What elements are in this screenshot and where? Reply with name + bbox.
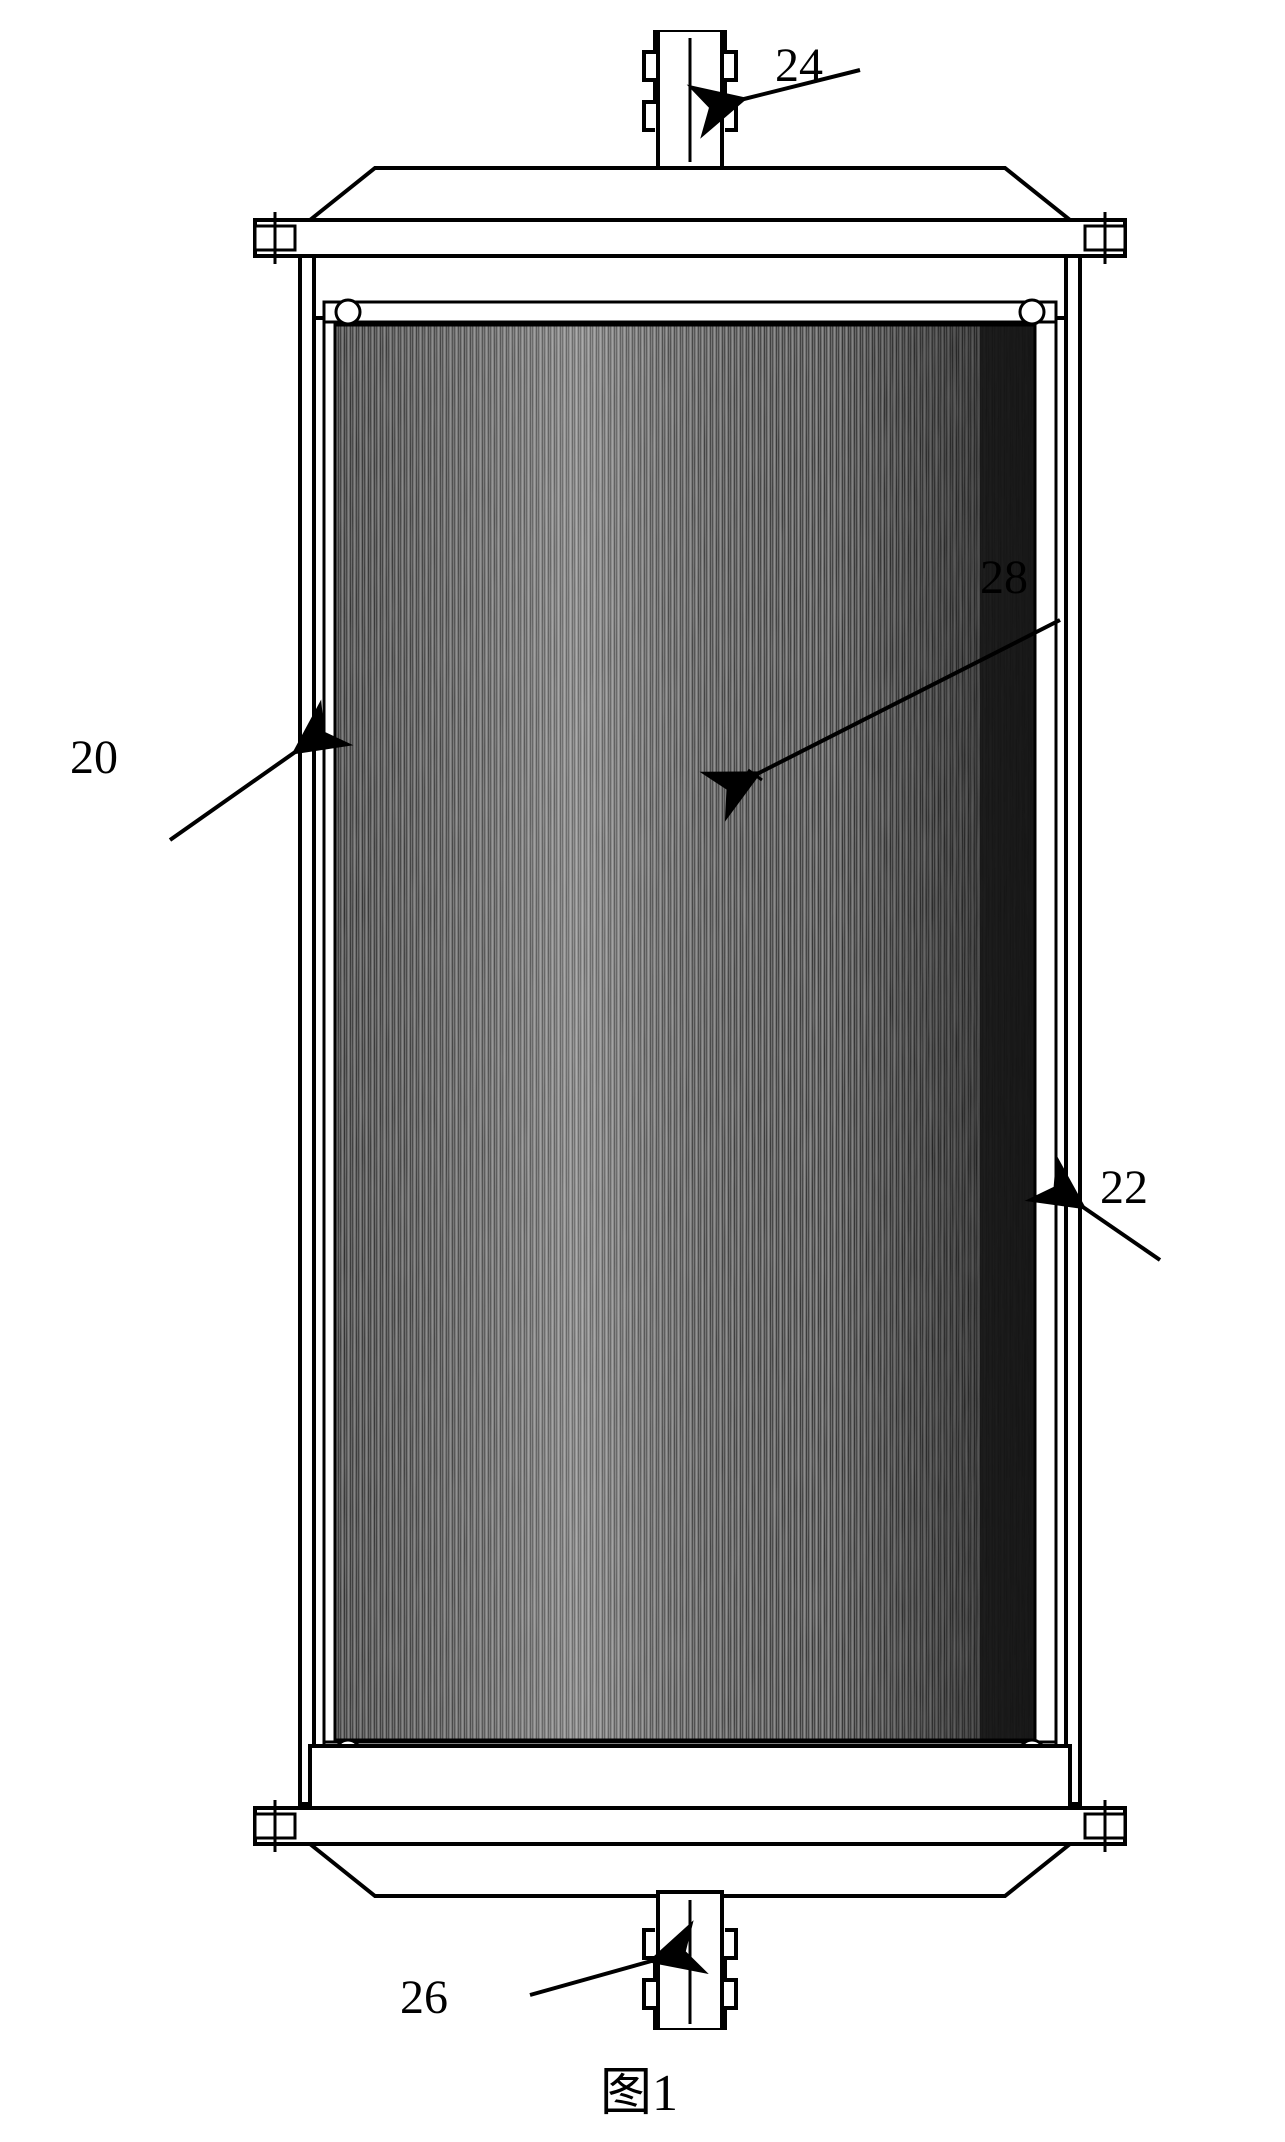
figure-1: 24 28 20 22 26 图1 bbox=[100, 30, 1180, 2130]
label-22: 22 bbox=[1100, 1160, 1148, 1215]
top-port bbox=[644, 30, 736, 170]
figure-caption: 图1 bbox=[600, 2050, 678, 2125]
top-plate bbox=[324, 300, 1056, 324]
core bbox=[335, 325, 1035, 1740]
label-24: 24 bbox=[775, 38, 823, 93]
bottom-port bbox=[644, 1892, 736, 2030]
top-cap bbox=[255, 168, 1125, 318]
bottom-cap bbox=[255, 1746, 1125, 1896]
label-20: 20 bbox=[70, 730, 118, 785]
label-26: 26 bbox=[400, 1970, 448, 2025]
patent-drawing bbox=[100, 30, 1180, 2030]
label-28: 28 bbox=[980, 550, 1028, 605]
